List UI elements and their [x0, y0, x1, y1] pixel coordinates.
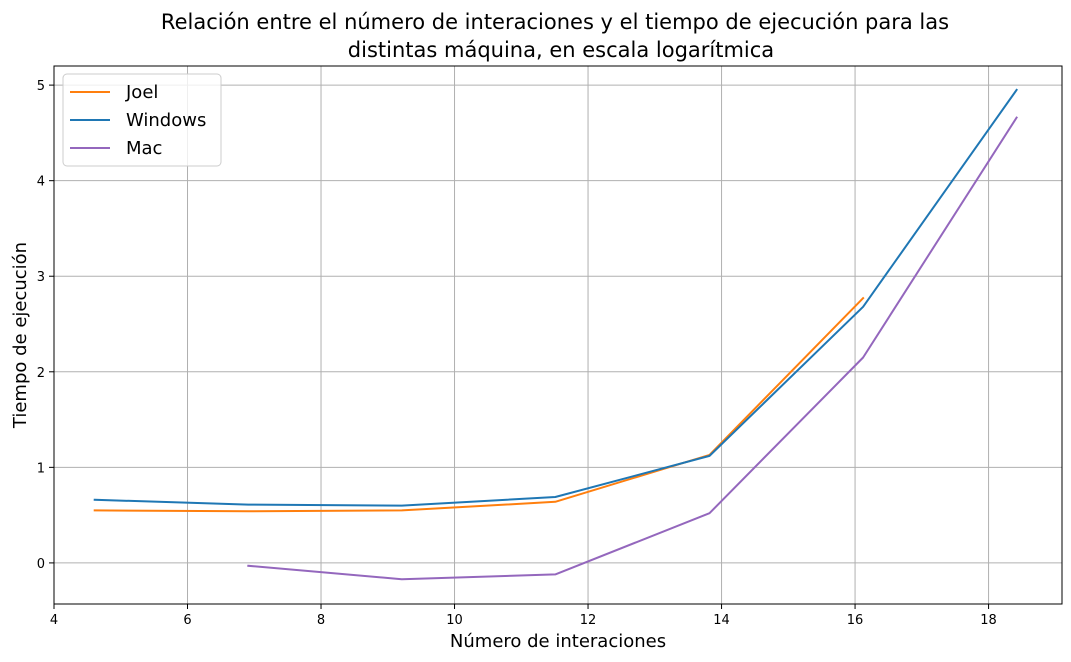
- series-lines: [93, 88, 1018, 581]
- chart-title-line-2: distintas máquina, en escala logarítmica: [348, 38, 774, 62]
- y-tick-label: 0: [37, 557, 45, 572]
- x-tick-label: 18: [980, 613, 997, 628]
- y-tick-label: 1: [37, 461, 45, 476]
- legend-label-windows: Windows: [126, 110, 206, 131]
- x-axis-label: Número de interaciones: [450, 631, 666, 652]
- x-tick-label: 8: [317, 613, 325, 628]
- y-tick-label: 3: [37, 270, 45, 285]
- legend-box: [62, 73, 222, 167]
- chart-title-line-1: Relación entre el número de interaciones…: [161, 10, 949, 34]
- legend-label-joel: Joel: [125, 82, 158, 103]
- grid: [53, 66, 1062, 604]
- x-tick-label: 6: [183, 613, 191, 628]
- series-line-mac: [247, 116, 1018, 581]
- x-tick-label: 4: [50, 613, 58, 628]
- y-tick-label: 2: [37, 366, 45, 381]
- y-axis-ticks: 0 1 2 3 4 5: [37, 79, 54, 572]
- y-tick-label: 4: [37, 175, 45, 190]
- x-tick-label: 10: [446, 613, 463, 628]
- x-tick-label: 12: [580, 613, 597, 628]
- plot-frame: [53, 65, 1063, 605]
- legend: Joel Windows Mac: [62, 73, 222, 167]
- x-axis-ticks: 4 6 8 10 12 14 16 18: [50, 604, 997, 628]
- series-line-windows: [93, 88, 1018, 507]
- x-tick-label: 14: [713, 613, 730, 628]
- legend-label-mac: Mac: [126, 138, 162, 159]
- x-tick-label: 16: [847, 613, 864, 628]
- series-line-joel: [93, 296, 865, 513]
- y-axis-label: Tiempo de ejecución: [10, 242, 31, 429]
- y-tick-label: 5: [37, 79, 45, 94]
